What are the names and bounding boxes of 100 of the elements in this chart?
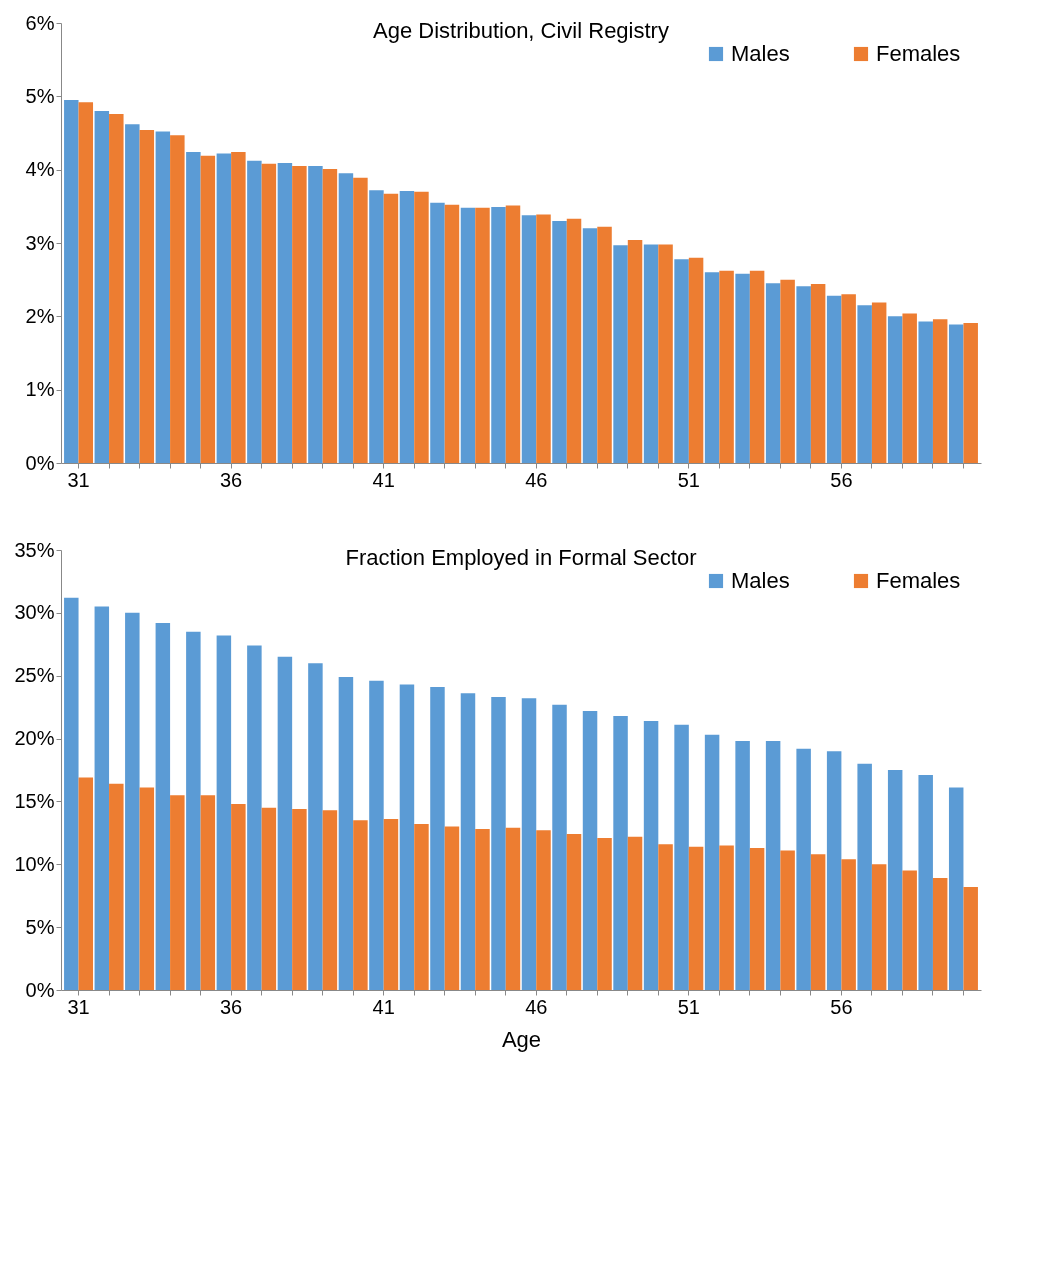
bar (247, 645, 262, 990)
bar (430, 687, 445, 990)
y-tick-label: 3% (25, 231, 55, 254)
bar (552, 221, 567, 463)
bar (338, 676, 354, 990)
y-tick-label: 0% (25, 451, 55, 474)
x-tick-label: 51 (677, 995, 700, 1018)
bar (322, 168, 338, 463)
bar (414, 824, 429, 990)
bar (948, 324, 964, 463)
x-tick-label: 31 (67, 995, 90, 1018)
y-tick-label: 35% (14, 538, 55, 561)
bar (109, 783, 124, 990)
y-tick-label: 1% (25, 378, 55, 401)
bar (826, 295, 842, 463)
bar (963, 322, 978, 463)
x-tick-label: 56 (830, 995, 853, 1018)
bar (353, 820, 368, 990)
bar (491, 207, 506, 463)
bar (597, 837, 612, 990)
bar (139, 130, 155, 463)
bar (277, 656, 293, 990)
bar (613, 245, 628, 463)
bar (353, 177, 368, 463)
y-tick-label: 4% (25, 158, 55, 181)
x-tick-label: 41 (372, 995, 395, 1018)
bar (566, 218, 582, 463)
bar (765, 741, 781, 990)
bar (216, 153, 232, 463)
bar (627, 836, 643, 990)
y-tick-label: 0% (25, 978, 55, 1001)
x-tick-label: 36 (219, 995, 243, 1018)
bar (887, 770, 903, 990)
bar (552, 704, 567, 990)
bar (780, 850, 795, 990)
bar (948, 787, 964, 990)
bar (475, 829, 490, 990)
bar (566, 834, 582, 990)
bar (186, 631, 201, 990)
bar (94, 606, 110, 990)
bar (765, 283, 781, 463)
bar (383, 819, 399, 990)
bar (444, 204, 460, 463)
bar (308, 166, 323, 463)
bar (125, 124, 140, 463)
legend-label: Females (876, 568, 961, 593)
bar (308, 663, 323, 990)
bar (430, 202, 445, 463)
bar (139, 787, 155, 990)
bar (749, 847, 765, 990)
bar (170, 795, 185, 990)
x-tick-label: 31 (67, 468, 90, 491)
bar (200, 155, 216, 463)
bar (902, 870, 917, 990)
bar (643, 244, 659, 463)
y-tick-label: 30% (14, 601, 55, 624)
bar (719, 845, 734, 990)
bar (582, 228, 598, 463)
bar (505, 827, 521, 990)
bar (704, 734, 720, 990)
bar (536, 214, 551, 463)
bar (94, 111, 110, 463)
bar (109, 113, 124, 463)
bar (613, 715, 628, 990)
bar (536, 830, 551, 990)
bar (841, 859, 856, 990)
chart-title: Age Distribution, Civil Registry (373, 18, 669, 43)
bar (505, 205, 521, 463)
bar (460, 693, 476, 990)
bar (292, 166, 307, 463)
bar (810, 284, 826, 463)
bar (841, 294, 856, 463)
legend-label: Males (731, 568, 790, 593)
bar (658, 844, 673, 990)
bar (796, 286, 811, 463)
bar (475, 207, 490, 463)
x-tick-label: 46 (525, 468, 548, 491)
y-tick-label: 20% (14, 727, 55, 750)
bar (521, 698, 537, 990)
bar (369, 680, 384, 990)
bar (399, 684, 415, 990)
y-tick-label: 5% (25, 84, 55, 107)
bar (780, 279, 795, 463)
bar (688, 257, 704, 463)
bar (719, 270, 734, 463)
bar (521, 215, 537, 463)
bar (582, 710, 598, 990)
bar (64, 597, 79, 990)
bar (170, 135, 185, 463)
bar (216, 635, 232, 990)
bar (688, 846, 704, 990)
bar (918, 775, 933, 990)
bar (64, 100, 79, 463)
chart-title: Fraction Employed in Formal Sector (345, 545, 697, 570)
x-tick-label: 36 (219, 468, 243, 491)
bar (292, 808, 307, 990)
bar (597, 226, 612, 463)
bar (186, 152, 201, 463)
y-tick-label: 6% (25, 11, 55, 34)
bar (857, 763, 872, 990)
